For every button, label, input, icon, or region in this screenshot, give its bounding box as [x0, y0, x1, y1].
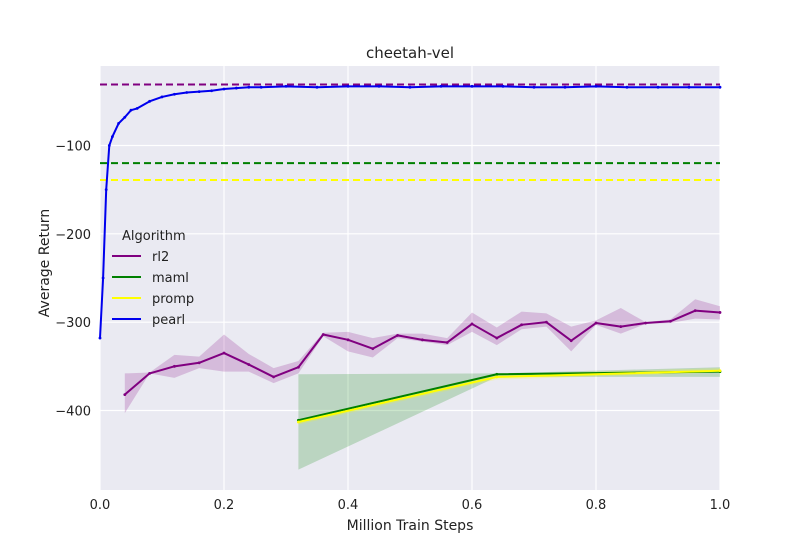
pearl-point: [284, 84, 288, 88]
rl2-point: [123, 393, 127, 396]
pearl-point: [315, 85, 319, 89]
pearl-point: [104, 188, 108, 192]
pearl-point: [129, 108, 133, 112]
x-tick-label: 0.4: [338, 498, 359, 513]
pearl-point: [123, 115, 127, 119]
maml-band: [298, 367, 720, 470]
pearl-point: [687, 85, 691, 89]
rl2-point: [569, 339, 573, 343]
pearl-point: [111, 135, 114, 139]
rl2-point: [297, 365, 300, 369]
rl2-point: [718, 311, 722, 314]
rl2-point: [396, 334, 399, 337]
pearl-point: [135, 107, 139, 110]
promp-point: [297, 420, 300, 424]
pearl-point: [107, 144, 111, 147]
pearl-point: [439, 84, 443, 88]
rl2-point: [197, 361, 201, 365]
legend-label-pearl: pearl: [152, 313, 185, 328]
y-tick-label: −100: [55, 140, 91, 155]
pearl-point: [98, 336, 102, 340]
rl2-point: [173, 364, 176, 368]
pearl-point: [594, 84, 598, 88]
rl2-point: [421, 338, 424, 342]
rl2-point: [346, 338, 350, 342]
pearl-point: [532, 85, 536, 89]
pearl-point: [173, 92, 176, 96]
promp-point: [718, 369, 722, 373]
rl2-point: [247, 363, 251, 366]
x-tick-label: 0.6: [462, 498, 483, 513]
pearl-point: [501, 84, 505, 88]
pearl-point: [210, 89, 214, 93]
pearl-line: [99, 85, 720, 339]
x-tick-label: 1.0: [710, 498, 731, 513]
rl2-point: [495, 336, 499, 340]
pearl-point: [718, 85, 722, 89]
y-tick-label: −300: [55, 316, 91, 331]
rl2-point: [644, 321, 647, 325]
rl2-point: [470, 322, 474, 326]
y-tick-label: −200: [55, 228, 91, 243]
pearl-point: [222, 87, 226, 91]
legend-label-rl2: rl2: [152, 250, 169, 265]
baselines: [100, 83, 720, 181]
rl2-point: [222, 351, 226, 355]
rl2-point: [545, 320, 548, 324]
rl2-point: [693, 309, 697, 313]
x-axis-title: Million Train Steps: [347, 518, 474, 534]
rl2-band: [124, 299, 721, 414]
legend-title: Algorithm: [122, 229, 186, 244]
rl2-point: [594, 321, 598, 325]
pearl-point: [625, 85, 629, 89]
confidence-bands: [124, 299, 721, 470]
pearl-point: [377, 84, 381, 88]
rl2-point: [445, 341, 449, 344]
rl2-point: [148, 372, 152, 375]
pearl-point: [470, 84, 474, 88]
x-ticks: 0.0 0.2 0.4 0.6 0.8 1.0: [90, 498, 731, 513]
rl2-point: [371, 347, 375, 351]
grid: [99, 66, 721, 490]
pearl-point: [185, 91, 189, 94]
pearl-point: [148, 99, 152, 103]
pearl-point: [408, 85, 412, 89]
pearl-point: [656, 85, 660, 89]
y-ticks: −100 −200 −300 −400: [55, 140, 91, 420]
x-tick-label: 0.0: [90, 498, 111, 513]
plot-background: [100, 66, 720, 490]
rl2-point: [520, 323, 523, 327]
promp-band: [298, 368, 720, 425]
legend-label-maml: maml: [152, 271, 189, 286]
pearl-point: [197, 90, 201, 94]
promp-point: [495, 375, 499, 379]
pearl-point: [117, 122, 120, 125]
chart-title: cheetah-vel: [366, 44, 454, 62]
series-lines: [98, 84, 722, 424]
pearl-point: [346, 84, 350, 88]
rl2-point: [669, 319, 672, 323]
pearl-point: [563, 85, 567, 89]
y-tick-label: −400: [55, 405, 91, 420]
x-tick-label: 0.2: [214, 498, 235, 513]
maml-point: [495, 372, 499, 376]
legend-label-promp: promp: [152, 292, 194, 307]
x-tick-label: 0.8: [586, 498, 607, 513]
pearl-point: [247, 85, 251, 89]
pearl-point: [101, 276, 105, 280]
y-axis-title: Average Return: [37, 209, 53, 317]
rl2-point: [619, 325, 623, 328]
rl2-point: [272, 375, 275, 379]
rl2-point: [321, 333, 325, 336]
pearl-point: [160, 95, 164, 99]
legend: Algorithm rl2 maml promp pearl: [112, 229, 194, 328]
pearl-point: [259, 85, 263, 89]
pearl-point: [235, 86, 238, 90]
